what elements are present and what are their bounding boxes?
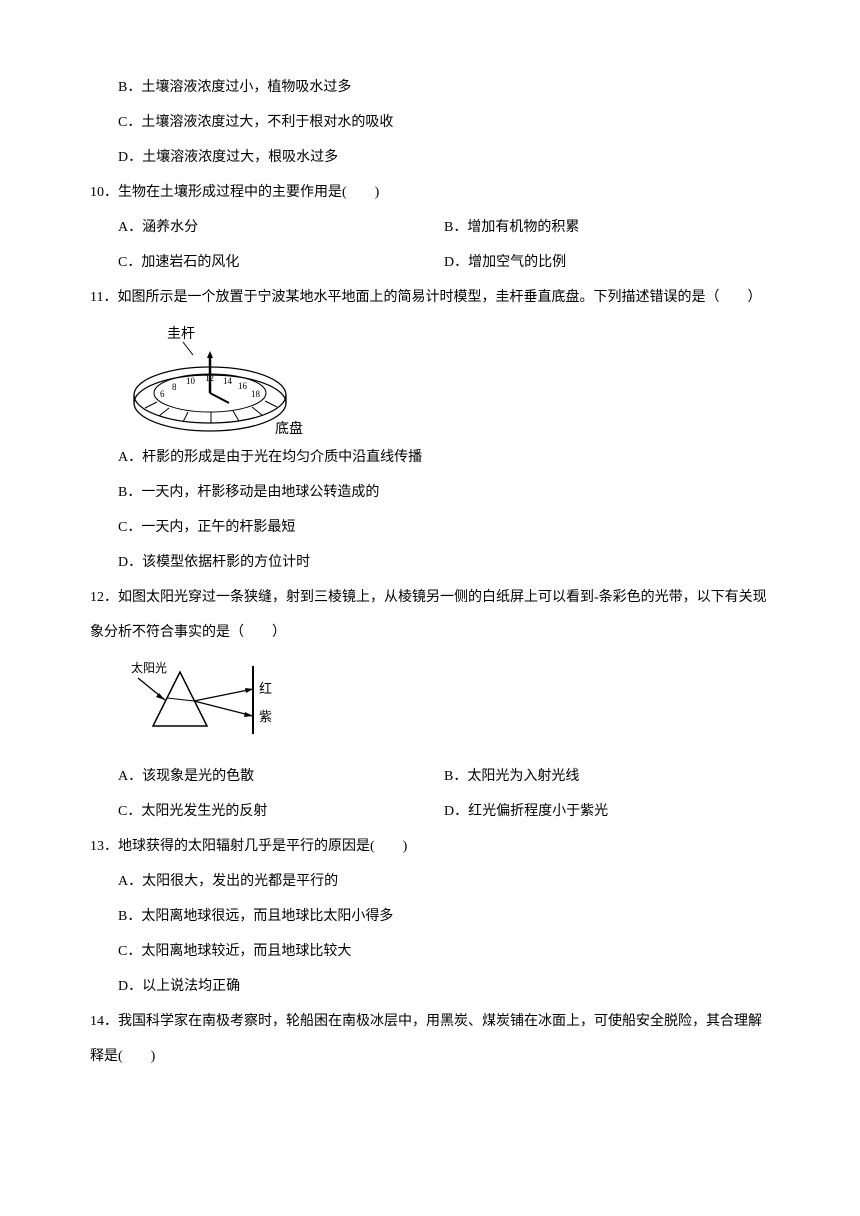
- question-12: 12．如图太阳光穿过一条狭缝，射到三棱镜上，从棱镜另一侧的白纸屏上可以看到-条彩…: [90, 580, 770, 829]
- q13-option-a: A．太阳很大，发出的光都是平行的: [118, 864, 770, 899]
- question-9-partial: B．土壤溶液浓度过小，植物吸水过多 C．土壤溶液浓度过大，不利于根对水的吸收 D…: [90, 70, 770, 175]
- q11-options: A．杆影的形成是由于光在均匀介质中沿直线传播 B．一天内，杆影移动是由地球公转造…: [90, 440, 770, 580]
- q9-option-d: D．土壤溶液浓度过大，根吸水过多: [118, 140, 770, 175]
- q13-option-b: B．太阳离地球很远，而且地球比太阳小得多: [118, 899, 770, 934]
- q13-stem: 13．地球获得的太阳辐射几乎是平行的原因是( ): [90, 829, 770, 864]
- q9-options: B．土壤溶液浓度过小，植物吸水过多 C．土壤溶液浓度过大，不利于根对水的吸收 D…: [90, 70, 770, 175]
- q11-option-b: B．一天内，杆影移动是由地球公转造成的: [118, 475, 770, 510]
- q9-option-c: C．土壤溶液浓度过大，不利于根对水的吸收: [118, 105, 770, 140]
- svg-text:14: 14: [223, 376, 233, 386]
- svg-text:8: 8: [172, 382, 177, 392]
- q11-option-a: A．杆影的形成是由于光在均匀介质中沿直线传播: [118, 440, 770, 475]
- prism-figure: 太阳光 红 紫: [125, 660, 770, 759]
- q10-option-a: A．涵养水分: [118, 210, 444, 245]
- q11-option-c: C．一天内，正午的杆影最短: [118, 510, 770, 545]
- gnomon-label: 圭杆: [167, 326, 195, 342]
- q10-stem: 10．生物在土壤形成过程中的主要作用是( ): [90, 175, 770, 210]
- q10-options: A．涵养水分 C．加速岩石的风化 B．增加有机物的积累 D．增加空气的比例: [90, 210, 770, 280]
- question-14: 14．我国科学家在南极考察时，轮船困在南极冰层中，用黑炭、煤炭铺在冰面上，可使船…: [90, 1004, 770, 1074]
- q11-option-d: D．该模型依据杆影的方位计时: [118, 545, 770, 580]
- q12-option-a: A．该现象是光的色散: [118, 759, 444, 794]
- sundial-figure: 圭杆 6 8 10 12 14 16 18: [125, 325, 770, 440]
- q14-stem: 14．我国科学家在南极考察时，轮船困在南极冰层中，用黑炭、煤炭铺在冰面上，可使船…: [90, 1004, 770, 1074]
- q13-option-c: C．太阳离地球较近，而且地球比较大: [118, 934, 770, 969]
- question-10: 10．生物在土壤形成过程中的主要作用是( ) A．涵养水分 C．加速岩石的风化 …: [90, 175, 770, 280]
- q12-option-c: C．太阳光发生光的反射: [118, 794, 444, 829]
- question-11: 11．如图所示是一个放置于宁波某地水平地面上的简易计时模型，圭杆垂直底盘。下列描…: [90, 280, 770, 580]
- q10-option-d: D．增加空气的比例: [444, 245, 770, 280]
- q13-option-d: D．以上说法均正确: [118, 969, 770, 1004]
- svg-text:6: 6: [160, 389, 165, 399]
- q12-option-d: D．红光偏折程度小于紫光: [444, 794, 770, 829]
- svg-text:10: 10: [186, 376, 196, 386]
- base-label: 底盘: [275, 420, 303, 437]
- q11-stem: 11．如图所示是一个放置于宁波某地水平地面上的简易计时模型，圭杆垂直底盘。下列描…: [90, 280, 770, 315]
- svg-text:18: 18: [251, 389, 261, 399]
- sun-label: 太阳光: [131, 660, 167, 675]
- violet-label: 紫: [259, 709, 272, 724]
- q12-stem: 12．如图太阳光穿过一条狭缝，射到三棱镜上，从棱镜另一侧的白纸屏上可以看到-条彩…: [90, 580, 770, 650]
- red-label: 红: [259, 681, 272, 696]
- q12-options: A．该现象是光的色散 C．太阳光发生光的反射 B．太阳光为入射光线 D．红光偏折…: [90, 759, 770, 829]
- q10-option-b: B．增加有机物的积累: [444, 210, 770, 245]
- svg-text:16: 16: [238, 381, 248, 391]
- q9-option-b: B．土壤溶液浓度过小，植物吸水过多: [118, 70, 770, 105]
- question-13: 13．地球获得的太阳辐射几乎是平行的原因是( ) A．太阳很大，发出的光都是平行…: [90, 829, 770, 1004]
- q12-option-b: B．太阳光为入射光线: [444, 759, 770, 794]
- q10-option-c: C．加速岩石的风化: [118, 245, 444, 280]
- q13-options: A．太阳很大，发出的光都是平行的 B．太阳离地球很远，而且地球比太阳小得多 C．…: [90, 864, 770, 1004]
